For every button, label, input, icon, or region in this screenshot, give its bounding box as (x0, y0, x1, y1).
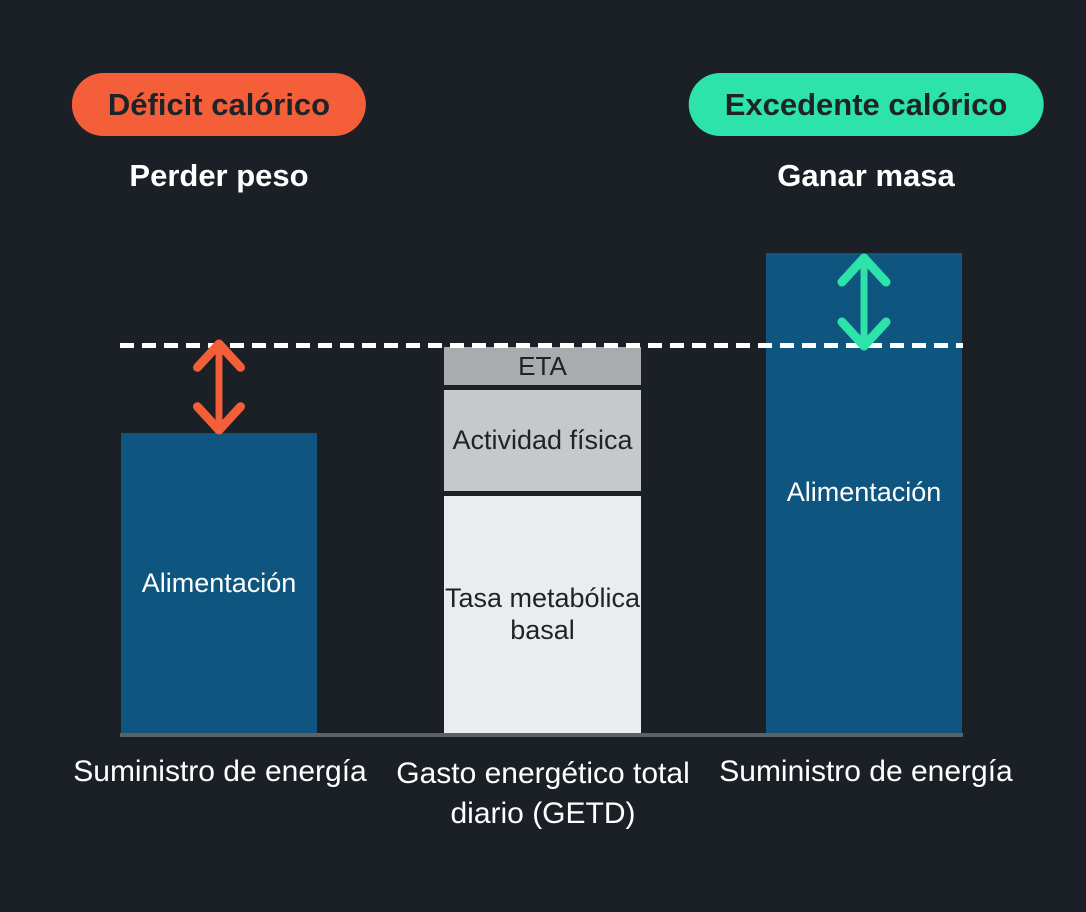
bar-label: Alimentación (786, 476, 942, 507)
bar-energy-intake-deficit: Alimentación (121, 433, 317, 733)
surplus-subtitle: Ganar masa (777, 158, 955, 193)
segment-eta: ETA (444, 347, 641, 385)
surplus-gap-double-arrow-icon (834, 251, 894, 353)
bar-label: Alimentación (141, 567, 297, 598)
segment-basal-metabolic-rate: Tasa metabólica basal (444, 496, 641, 733)
segment-label: Tasa metabólica basal (444, 582, 641, 645)
axis-label-getd: Gasto energético total diario (GETD) (396, 757, 690, 830)
segment-label: Actividad física (452, 424, 633, 455)
deficit-subtitle: Perder peso (129, 158, 309, 193)
deficit-gap-double-arrow-icon (189, 338, 249, 436)
axis-label-energy-supply-left: Suministro de energía (73, 755, 367, 788)
axis-label-energy-supply-right: Suministro de energía (719, 755, 1013, 788)
surplus-badge: Excedente calórico (688, 73, 1044, 136)
baseline (120, 733, 963, 737)
deficit-badge: Déficit calórico (71, 73, 367, 136)
bar-energy-expenditure: ETA Actividad física Tasa metabólica bas… (444, 347, 641, 733)
segment-label: ETA (518, 350, 567, 381)
segment-physical-activity: Actividad física (444, 390, 641, 491)
maintenance-dashed-line (120, 343, 963, 348)
